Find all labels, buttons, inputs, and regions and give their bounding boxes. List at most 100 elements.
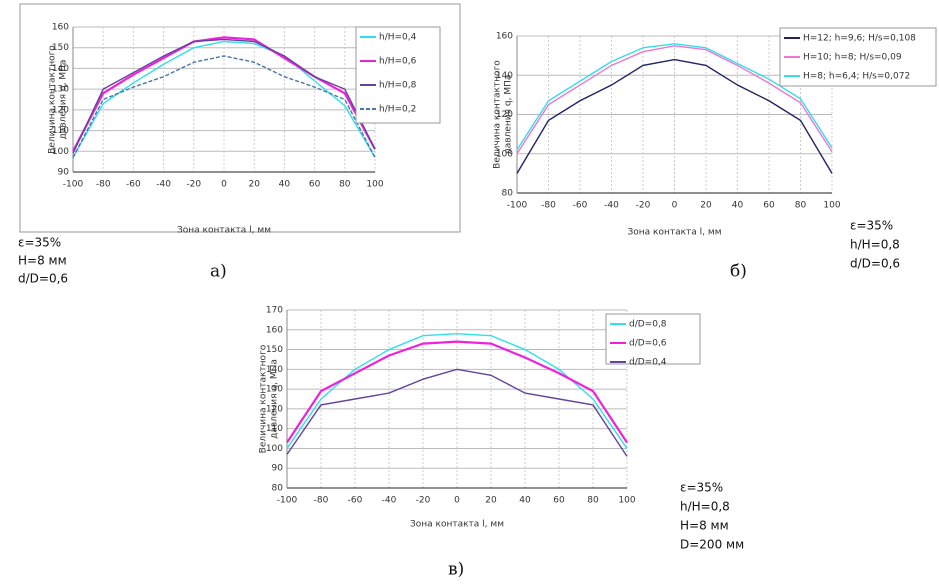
annotation: ε=35% (850, 219, 893, 233)
x-tick-label: 100 (618, 496, 635, 506)
y-tick-label: 140 (266, 365, 283, 375)
x-axis-label: Зона контакта l, мм (410, 520, 504, 530)
x-tick-label: 0 (672, 201, 678, 211)
legend-label: H=10; h=8; H/s=0,09 (803, 53, 902, 63)
y-tick-label: 110 (52, 126, 69, 136)
legend-box (355, 26, 441, 124)
data-line (72, 38, 376, 154)
x-tick-label: 20 (485, 496, 497, 506)
data-line (72, 36, 376, 152)
annotation: h/H=0,8 (850, 238, 900, 252)
panel-label: а) (210, 262, 227, 282)
panel-label: б) (730, 262, 747, 282)
chart-frame (19, 3, 461, 233)
x-tick-label: -100 (507, 201, 528, 211)
annotation: ε=35% (18, 236, 61, 250)
x-tick-label: -40 (156, 180, 171, 190)
x-tick-label: -60 (348, 496, 363, 506)
x-tick-label: -20 (186, 180, 201, 190)
data-line (72, 55, 376, 158)
x-tick-label: 20 (700, 201, 712, 211)
x-tick-label: 60 (763, 201, 775, 211)
annotation: d/D=0,6 (850, 257, 900, 271)
y-tick-label: 130 (266, 385, 283, 395)
y-tick-label: 150 (266, 345, 283, 355)
y-tick-label: 80 (502, 189, 514, 199)
y-tick-label: 120 (496, 110, 513, 120)
annotation: H=8 мм (680, 519, 729, 533)
y-tick-label: 160 (266, 325, 283, 335)
x-tick-label: -100 (277, 496, 298, 506)
legend-label: d/D=0,4 (629, 358, 667, 368)
y-axis-label: Величина контактного (48, 45, 58, 154)
x-tick-label: -60 (126, 180, 141, 190)
x-tick-label: -20 (416, 496, 431, 506)
x-tick-label: 80 (795, 201, 807, 211)
y-tick-label: 130 (52, 85, 69, 95)
y-tick-label: 100 (266, 444, 283, 454)
legend-label: H=12; h=9,6; H/s=0,108 (803, 34, 916, 44)
y-tick-label: 100 (52, 147, 69, 157)
x-tick-label: -80 (96, 180, 111, 190)
y-tick-label: 160 (52, 23, 69, 33)
x-tick-label: 80 (587, 496, 599, 506)
y-tick-label: 110 (266, 424, 283, 434)
x-tick-label: -20 (636, 201, 651, 211)
x-tick-label: -80 (541, 201, 556, 211)
y-axis-label: давления q, МПа (504, 75, 514, 155)
x-tick-label: 60 (553, 496, 565, 506)
x-tick-label: 80 (339, 180, 351, 190)
x-tick-label: -80 (314, 496, 329, 506)
x-tick-label: 100 (366, 180, 383, 190)
annotation: D=200 мм (680, 538, 744, 552)
legend-label: h/H=0,6 (379, 57, 417, 67)
x-tick-label: -100 (63, 180, 84, 190)
legend-label: h/H=0,2 (379, 105, 416, 115)
data-line (286, 340, 628, 444)
legend-label: h/H=0,8 (379, 81, 417, 91)
x-tick-label: 20 (248, 180, 260, 190)
x-tick-label: -60 (573, 201, 588, 211)
x-tick-label: 60 (309, 180, 321, 190)
y-axis-label: Величина контактного (493, 60, 503, 169)
legend-box (779, 27, 937, 87)
data-line (286, 368, 628, 457)
x-tick-label: 40 (279, 180, 291, 190)
x-tick-label: -40 (604, 201, 619, 211)
y-tick-label: 170 (266, 306, 283, 316)
y-tick-label: 140 (52, 64, 69, 74)
legend-box (605, 313, 701, 365)
y-tick-label: 100 (496, 149, 513, 159)
y-tick-label: 90 (58, 168, 70, 178)
annotation: ε=35% (680, 481, 723, 495)
y-tick-label: 80 (272, 484, 284, 494)
x-tick-label: 40 (519, 496, 531, 506)
data-line (516, 58, 833, 174)
legend-label: d/D=0,8 (629, 320, 667, 330)
legend-label: d/D=0,6 (629, 339, 667, 349)
x-tick-label: 100 (823, 201, 840, 211)
x-tick-label: 0 (221, 180, 227, 190)
annotation: d/D=0,6 (18, 272, 68, 286)
y-tick-label: 120 (52, 105, 69, 115)
panel-label: в) (448, 560, 464, 580)
y-axis-label: Величина контактного (259, 344, 269, 453)
x-tick-label: 0 (454, 496, 460, 506)
y-axis-label: давления q, МПа (59, 60, 69, 140)
y-tick-label: 160 (496, 32, 513, 42)
x-tick-label: -40 (382, 496, 397, 506)
annotation: H=8 мм (18, 254, 67, 268)
y-tick-label: 150 (52, 43, 69, 53)
legend-label: h/H=0,4 (379, 33, 417, 43)
y-tick-label: 140 (496, 71, 513, 81)
data-line (72, 40, 376, 158)
legend-label: H=8; h=6,4; H/s=0,072 (803, 72, 910, 82)
x-axis-label: Зона контакта l, мм (628, 228, 722, 238)
x-axis-label: Зона контакта l, мм (177, 226, 271, 236)
y-tick-label: 90 (272, 464, 284, 474)
y-tick-label: 120 (266, 404, 283, 414)
annotation: h/H=0,8 (680, 500, 730, 514)
y-axis-label: давления q, МПа (270, 359, 280, 439)
x-tick-label: 40 (732, 201, 744, 211)
